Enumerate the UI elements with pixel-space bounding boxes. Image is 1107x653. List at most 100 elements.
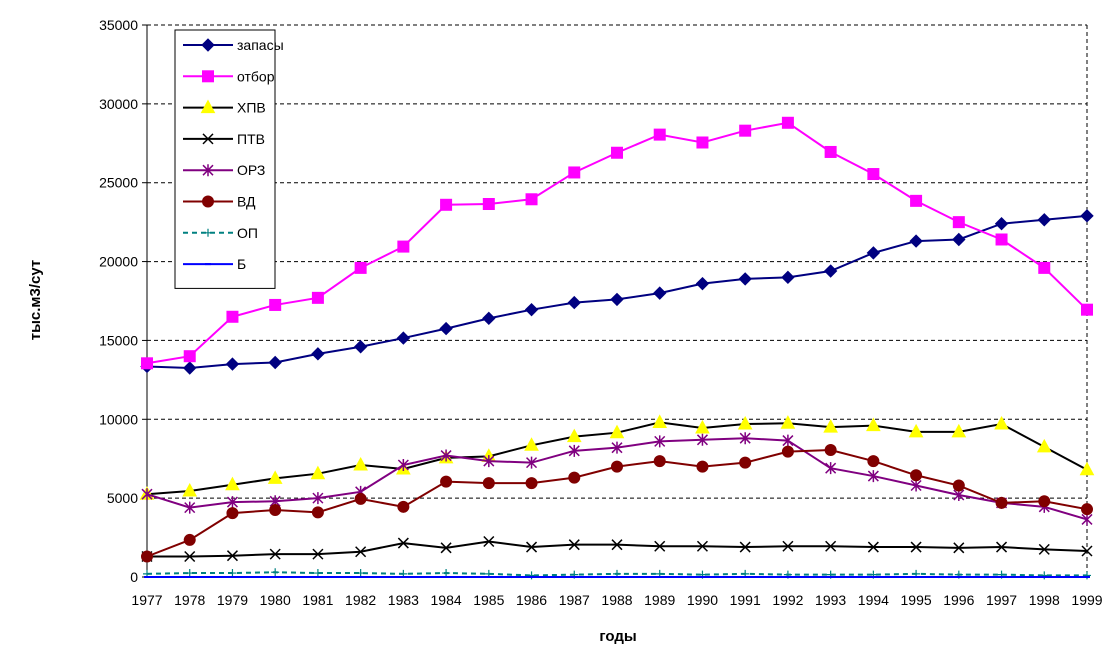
data-point	[353, 340, 368, 354]
data-point	[867, 541, 879, 553]
data-point	[482, 311, 496, 326]
data-point	[1037, 213, 1051, 227]
y-tick-label: 20000	[99, 254, 138, 270]
data-point	[183, 361, 197, 375]
data-point	[695, 419, 710, 434]
x-tick-label: 1979	[217, 592, 248, 608]
data-point	[609, 424, 625, 439]
data-point	[226, 496, 238, 509]
data-point	[141, 550, 153, 563]
data-point	[185, 569, 194, 578]
series-5	[141, 444, 1093, 563]
data-point	[269, 503, 282, 516]
x-tick-label: 1980	[260, 592, 291, 608]
data-point	[482, 198, 495, 211]
data-point	[739, 541, 751, 553]
data-point	[781, 270, 795, 285]
data-point	[1081, 513, 1093, 526]
data-point	[696, 460, 709, 473]
x-tick-label: 1984	[431, 592, 462, 608]
x-tick-label: 1996	[943, 592, 974, 608]
series-line	[146, 214, 1088, 370]
data-point	[310, 465, 326, 480]
data-point	[909, 234, 923, 248]
series-3	[141, 535, 1093, 563]
x-tick-label: 1983	[388, 592, 419, 608]
data-point	[267, 470, 283, 484]
legend: запасы отбор ХПВ ПТВ ОРЗ ВД ОП Б	[174, 29, 284, 289]
data-point	[824, 145, 837, 158]
data-point	[226, 507, 239, 520]
legend-item: отбор	[183, 68, 275, 84]
data-point	[567, 295, 581, 310]
data-point	[696, 433, 708, 446]
data-point	[866, 246, 881, 260]
x-tick-label: 1995	[901, 592, 932, 608]
legend-label: ВД	[237, 194, 256, 210]
series-group	[139, 116, 1095, 580]
data-point	[652, 414, 668, 428]
data-point	[781, 116, 794, 129]
x-tick-label: 1987	[559, 592, 590, 608]
data-point	[910, 541, 922, 553]
data-point	[440, 475, 453, 488]
axes: 0 5000 10000 15000 20000 25000 30000 35000 1977 1…	[99, 17, 1103, 608]
legend-swatch-marker	[202, 164, 214, 177]
y-axis-title: тыс.м3/сут	[27, 260, 44, 341]
data-point	[225, 357, 240, 371]
x-tick-label: 1986	[516, 592, 547, 608]
series-0	[140, 209, 1094, 375]
x-tick-label: 1978	[174, 592, 205, 608]
data-point	[312, 492, 324, 505]
legend-item: Б	[183, 256, 246, 272]
data-point	[739, 432, 751, 445]
data-point	[483, 455, 495, 468]
x-tick-label: 1985	[473, 592, 504, 608]
data-point	[269, 548, 281, 560]
data-point	[526, 541, 538, 553]
legend-label: ОП	[237, 225, 258, 241]
data-point	[1081, 545, 1093, 557]
y-tick-label: 5000	[107, 490, 138, 506]
data-point	[442, 569, 451, 578]
data-point	[739, 124, 752, 137]
data-point	[737, 415, 753, 430]
data-point	[355, 546, 367, 558]
data-point	[183, 350, 196, 363]
data-point	[568, 539, 580, 551]
data-point	[440, 449, 452, 462]
data-point	[1083, 571, 1091, 580]
data-point	[568, 471, 581, 484]
data-point	[610, 292, 624, 307]
data-point	[568, 166, 581, 179]
legend-label: ОРЗ	[237, 162, 265, 178]
data-point	[354, 261, 367, 274]
data-point	[910, 194, 923, 207]
data-point	[182, 482, 198, 497]
series-1	[141, 116, 1093, 370]
data-point	[526, 456, 538, 469]
data-point	[994, 415, 1009, 430]
data-point	[311, 506, 324, 519]
data-point	[1080, 209, 1094, 223]
data-point	[738, 272, 752, 286]
data-point	[184, 501, 196, 514]
legend-item: ХПВ	[183, 99, 266, 116]
data-point	[527, 571, 536, 580]
data-point	[1081, 503, 1093, 516]
legend-item: ПТВ	[183, 131, 265, 147]
data-point	[952, 216, 965, 229]
data-point	[356, 569, 365, 578]
data-point	[782, 434, 794, 447]
data-point	[867, 168, 880, 181]
legend-swatch-marker	[202, 133, 214, 145]
legend-label: запасы	[237, 37, 284, 53]
data-point	[440, 542, 452, 554]
data-point	[397, 240, 410, 253]
data-point	[141, 357, 153, 370]
data-point	[524, 437, 539, 451]
legend-swatch-marker	[204, 228, 212, 237]
legend-swatch-marker	[202, 195, 214, 208]
